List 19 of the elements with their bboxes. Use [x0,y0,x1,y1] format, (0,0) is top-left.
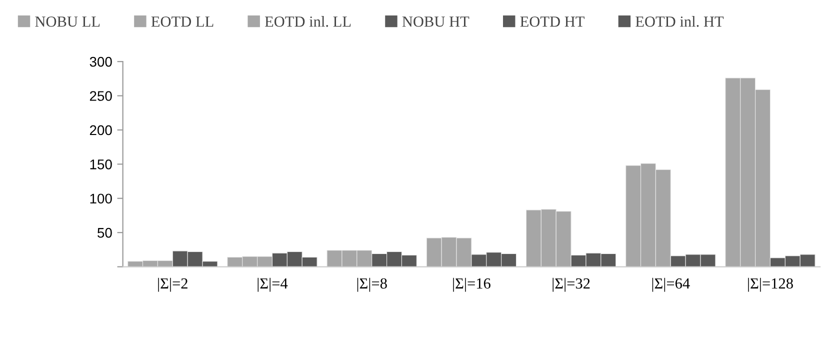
y-tick-label: 200 [90,125,112,136]
legend-label: EOTD LL [151,16,214,27]
y-tick-label: 150 [90,159,112,170]
legend-label: NOBU HT [402,16,470,27]
legend-label: NOBU LL [35,16,100,27]
x-tick-label: |Σ|=4 [258,278,288,292]
y-tick-label: 300 [90,56,112,67]
x-tick-label: |Σ|=16 [453,278,490,292]
x-tick-label: |Σ|=2 [158,278,188,292]
legend-label: EOTD inl. HT [636,16,724,27]
x-tick-label: |Σ|=8 [357,278,387,292]
y-tick-label: 250 [90,91,112,101]
legend-label: EOTD inl. LL [264,16,351,27]
x-tick-label: |Σ|=128 [748,278,793,292]
x-tick-label: |Σ|=32 [552,278,590,292]
y-tick-label: 100 [90,194,112,204]
legend-label: EOTD HT [520,16,584,27]
y-tick-label: 50 [98,228,112,238]
x-tick-label: |Σ|=64 [652,278,690,292]
